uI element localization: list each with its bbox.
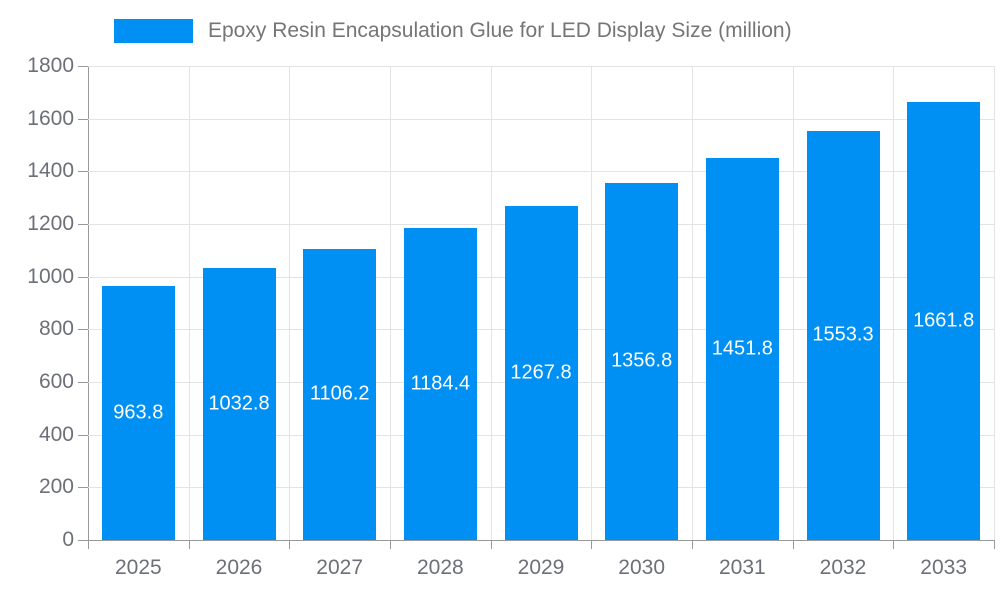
x-axis-label: 2032 [819, 556, 867, 579]
y-axis-tick [78, 66, 88, 67]
x-axis-tick [390, 540, 391, 549]
x-axis-tick [88, 540, 89, 549]
y-axis-label: 1200 [27, 212, 74, 235]
x-axis-tick [289, 540, 291, 549]
y-axis-tick [78, 118, 88, 120]
y-axis-label: 1000 [27, 264, 74, 288]
y-axis-tick [78, 224, 88, 225]
bar-value-label: 1451.8 [711, 337, 773, 360]
bar-value-label: 1184.4 [410, 372, 471, 395]
x-axis-label: 2025 [114, 556, 162, 579]
x-axis-tick [792, 540, 794, 549]
gridline-vertical [994, 66, 995, 540]
y-axis-label: 400 [38, 422, 74, 446]
y-axis-label: 600 [38, 370, 74, 393]
bar-2029[interactable]: 1267.8 [504, 206, 578, 540]
bar-value-label: 1661.8 [913, 309, 975, 332]
x-axis-tick [692, 540, 693, 549]
x-axis-label: 2030 [618, 556, 666, 579]
bar-value-label: 1553.3 [812, 323, 874, 346]
y-axis-tick [78, 540, 88, 541]
y-axis-label: 200 [38, 475, 74, 499]
bar-2031[interactable]: 1451.8 [705, 157, 779, 540]
y-axis-label: 800 [38, 317, 74, 341]
gridline-horizontal [88, 171, 994, 173]
x-axis-label: 2026 [215, 556, 263, 579]
gridline-vertical [490, 66, 492, 540]
y-axis-tick [78, 276, 88, 278]
x-axis-tick [188, 540, 190, 549]
legend-label: Epoxy Resin Encapsulation Glue for LED D… [208, 19, 792, 42]
y-axis-label: 0 [62, 528, 74, 551]
y-axis-tick [78, 434, 88, 436]
y-axis-label: 1800 [27, 54, 74, 77]
x-axis-tick [490, 540, 492, 549]
y-axis-tick [78, 382, 88, 383]
x-axis-tick [893, 540, 895, 549]
x-axis-line [88, 540, 995, 541]
gridline-horizontal [88, 118, 994, 120]
bar-value-label: 963.8 [113, 401, 164, 424]
bar-value-label: 1032.8 [208, 392, 270, 415]
gridline-horizontal [88, 66, 994, 67]
bar-2026[interactable]: 1032.8 [202, 268, 276, 540]
bar-value-label: 1106.2 [309, 382, 370, 405]
x-axis-tick [591, 540, 593, 549]
bar-value-label: 1356.8 [611, 349, 673, 372]
gridline-vertical [792, 66, 794, 540]
bar-2028[interactable]: 1184.4 [403, 228, 477, 540]
gridline-vertical [692, 66, 693, 540]
y-axis-label: 1400 [27, 159, 74, 183]
gridline-vertical [591, 66, 593, 540]
gridline-vertical [390, 66, 391, 540]
legend-item[interactable]: Epoxy Resin Encapsulation Glue for LED D… [114, 16, 792, 46]
gridline-vertical [188, 66, 190, 540]
x-axis-label: 2033 [920, 556, 968, 579]
x-axis-label: 2031 [718, 556, 766, 579]
x-axis-tick [994, 540, 995, 549]
y-axis-tick [78, 171, 88, 173]
y-axis-label: 1600 [27, 106, 74, 130]
legend-swatch [114, 19, 193, 43]
gridline-vertical [289, 66, 291, 540]
plot-area: 963.8 1032.8 1106.2 1184.4 1267.8 1356.8 1451.… [88, 66, 995, 540]
y-axis-line [88, 66, 89, 540]
y-axis-tick [78, 487, 88, 489]
bar-2030[interactable]: 1356.8 [605, 182, 679, 540]
y-axis-tick [78, 329, 88, 331]
x-axis-label: 2027 [316, 556, 364, 579]
x-axis-label: 2029 [517, 556, 565, 579]
bar-2033[interactable]: 1661.8 [907, 102, 981, 540]
bar-2032[interactable]: 1553.3 [806, 130, 880, 540]
bar-2027[interactable]: 1106.2 [303, 248, 377, 540]
gridline-vertical [893, 66, 895, 540]
bar-2025[interactable]: 963.8 [101, 286, 175, 540]
bar-value-label: 1267.8 [510, 361, 572, 384]
x-axis-label: 2028 [416, 556, 464, 579]
